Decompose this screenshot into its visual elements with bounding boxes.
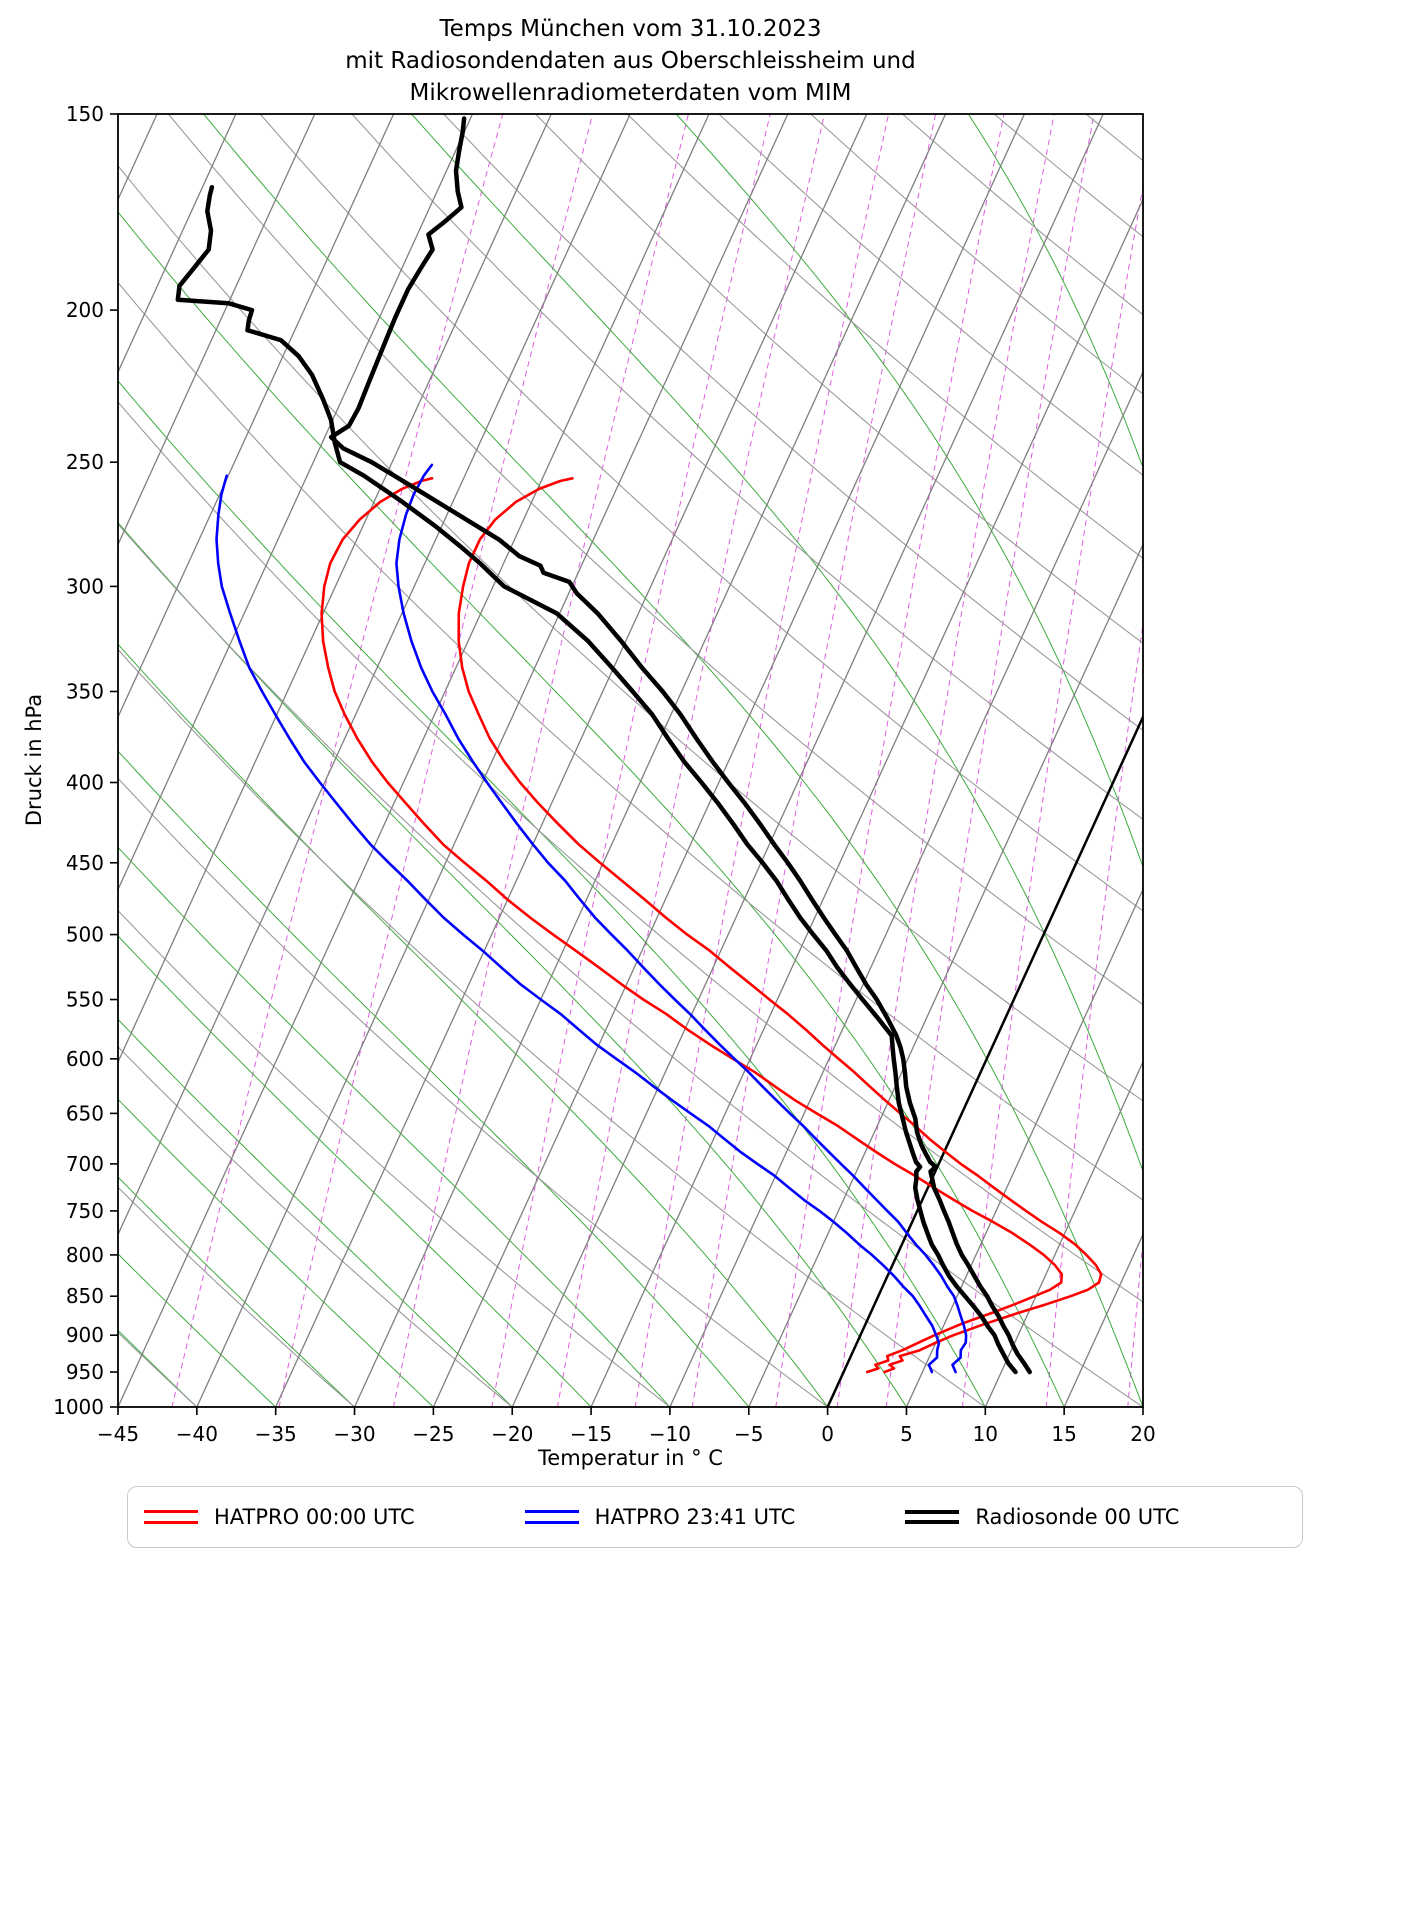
y-tick-label: 200 xyxy=(66,298,104,322)
x-tick-label: −10 xyxy=(649,1422,691,1446)
x-tick-label: −40 xyxy=(176,1422,218,1446)
y-tick-label: 1000 xyxy=(53,1395,104,1419)
x-axis-label: Temperatur in ° C xyxy=(538,1446,723,1470)
hatpro-0000-temperature-curve xyxy=(457,476,1103,1374)
x-tick-label: 10 xyxy=(973,1422,998,1446)
moist-adiabat-lines xyxy=(118,114,1143,1407)
x-tick-label: 0 xyxy=(821,1422,834,1446)
legend-item-hatpro-0000: HATPRO 00:00 UTC xyxy=(144,1505,525,1529)
x-axis-ticks: −45 −40 −35 −30 −25 −20 −15 −10 −5 0 5 10 15 20 xyxy=(97,1407,1156,1446)
y-tick-label: 700 xyxy=(66,1152,104,1176)
legend-item-radiosonde: Radiosonde 00 UTC xyxy=(905,1505,1286,1529)
y-tick-label: 900 xyxy=(66,1323,104,1347)
skewt-plot-canvas: 1502002503003504004505005506006507007508… xyxy=(53,102,1156,1446)
y-tick-label: 250 xyxy=(66,450,104,474)
radiosonde-00-dewpoint-curve xyxy=(175,184,1018,1375)
hatpro-0000-dewpoint-curve xyxy=(320,476,1064,1374)
y-tick-label: 850 xyxy=(66,1284,104,1308)
y-tick-label: 300 xyxy=(66,574,104,598)
hatpro-2341-temperature-curve xyxy=(395,463,968,1374)
y-tick-label: 650 xyxy=(66,1101,104,1125)
legend-item-hatpro-2341: HATPRO 23:41 UTC xyxy=(524,1505,906,1529)
y-tick-label: 950 xyxy=(66,1360,104,1384)
isotherm-lines xyxy=(118,114,1143,1407)
x-tick-label: −35 xyxy=(255,1422,297,1446)
y-tick-label: 400 xyxy=(66,770,104,794)
chart-title-line-2: mit Radiosondendaten aus Oberschleisshei… xyxy=(345,48,916,74)
dry-adiabat-lines xyxy=(118,114,1143,1407)
curves-radiosonde-00 xyxy=(175,116,1032,1375)
x-tick-label: −20 xyxy=(491,1422,533,1446)
chart-title: Temps München vom 31.10.2023 mit Radioso… xyxy=(118,13,1143,109)
curves-hatpro-0000 xyxy=(320,476,1103,1374)
legend-label-hatpro-0000: HATPRO 00:00 UTC xyxy=(214,1505,415,1529)
y-tick-label: 750 xyxy=(66,1199,104,1223)
x-tick-label: −45 xyxy=(97,1422,139,1446)
y-tick-label: 500 xyxy=(66,923,104,947)
skewt-background xyxy=(118,114,1143,1407)
x-tick-label: 20 xyxy=(1130,1422,1155,1446)
x-tick-label: −30 xyxy=(333,1422,375,1446)
x-tick-label: −15 xyxy=(570,1422,612,1446)
legend-swatch-blue-lines xyxy=(524,1507,579,1527)
mixing-ratio-lines xyxy=(171,114,1143,1407)
radiosonde-00-temperature-curve xyxy=(328,116,1032,1375)
y-axis-ticks: 150 200 250 300 350 400 450 500 550 600 650 700 750 8… xyxy=(53,102,118,1419)
axes: 1502002503003504004505005506006507007508… xyxy=(53,102,1156,1446)
x-tick-label: 5 xyxy=(900,1422,913,1446)
y-tick-label: 800 xyxy=(66,1243,104,1267)
x-tick-label: −25 xyxy=(412,1422,454,1446)
chart-title-line-3: Mikrowellenradiometerdaten vom MIM xyxy=(409,80,852,106)
y-tick-label: 550 xyxy=(66,988,104,1012)
legend-swatch-black-lines xyxy=(905,1507,960,1527)
x-tick-label: 15 xyxy=(1051,1422,1076,1446)
curves-hatpro-2341 xyxy=(215,463,968,1374)
y-tick-label: 450 xyxy=(66,851,104,875)
y-tick-label: 150 xyxy=(66,102,104,126)
legend-label-radiosonde: Radiosonde 00 UTC xyxy=(975,1505,1180,1529)
y-tick-label: 600 xyxy=(66,1047,104,1071)
x-tick-label: −5 xyxy=(734,1422,763,1446)
legend-label-hatpro-2341: HATPRO 23:41 UTC xyxy=(594,1505,796,1529)
hatpro-2341-dewpoint-curve xyxy=(215,474,941,1374)
legend: HATPRO 00:00 UTC HATPRO 23:41 UTC Radios… xyxy=(127,1486,1303,1548)
y-tick-label: 350 xyxy=(66,679,104,703)
chart-title-line-1: Temps München vom 31.10.2023 xyxy=(439,16,822,42)
sounding-curves xyxy=(175,116,1103,1375)
legend-swatch-red-lines xyxy=(144,1507,198,1527)
